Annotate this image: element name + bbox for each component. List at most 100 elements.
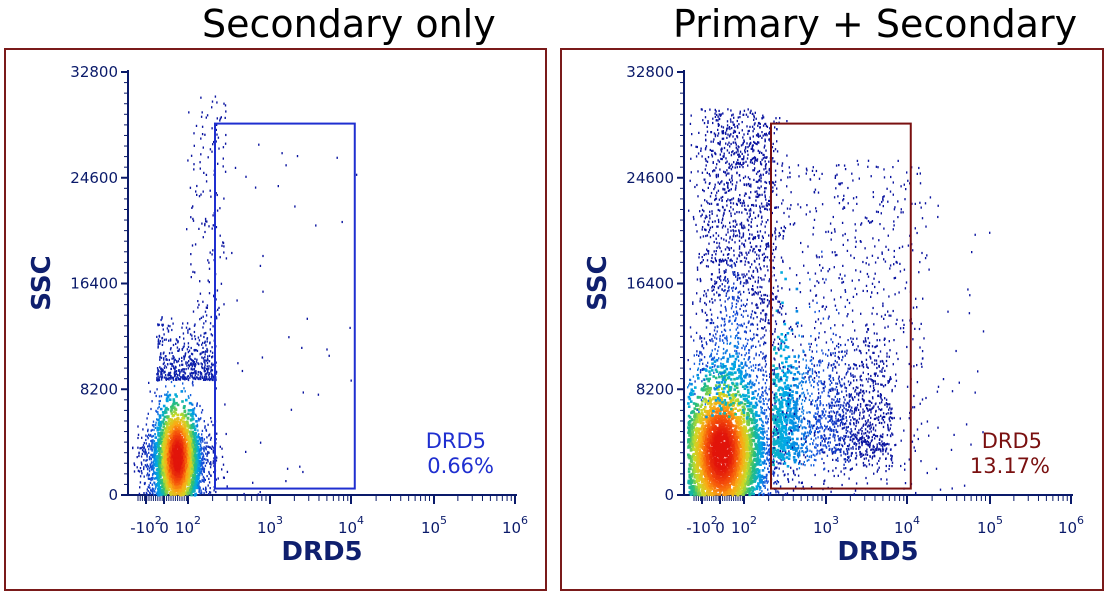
event-dot <box>194 362 197 366</box>
event-dot <box>187 472 190 475</box>
event-dot <box>153 489 155 492</box>
event-dot <box>137 425 139 428</box>
event-dot <box>163 482 167 485</box>
event-dot <box>172 485 175 489</box>
event-dot <box>210 372 213 375</box>
event-dot <box>217 136 220 139</box>
event-dot <box>169 467 173 470</box>
event-dot <box>152 469 155 472</box>
event-dot <box>202 457 204 460</box>
event-dot <box>759 476 762 479</box>
plot-frame-secondary-only: 0 8200 16400 24600 32800 -102 0 102 103 104 105 106… <box>4 48 547 591</box>
event-dot <box>717 463 720 466</box>
y-tick-label: 24600 <box>626 169 674 187</box>
event-dot <box>202 475 205 478</box>
event-dot <box>156 367 159 370</box>
event-dot <box>216 289 219 292</box>
event-dot <box>206 114 209 117</box>
event-dot <box>163 361 165 364</box>
event-dot <box>192 270 194 273</box>
event-dot <box>188 454 192 457</box>
event-dot <box>201 409 204 412</box>
event-dot <box>759 488 761 491</box>
event-dot <box>209 350 212 353</box>
event-dot <box>139 481 142 484</box>
event-dot <box>200 417 202 420</box>
event-dot <box>165 445 169 448</box>
event-dot <box>189 419 193 422</box>
event-dot <box>171 435 175 438</box>
event-dot <box>159 493 163 496</box>
event-dot <box>157 373 159 376</box>
event-dot <box>208 491 211 494</box>
event-dot <box>186 376 188 379</box>
event-dot <box>173 451 176 455</box>
event-dot <box>178 459 181 463</box>
event-dot <box>695 470 699 473</box>
event-dot <box>201 478 203 481</box>
event-dot <box>205 350 207 353</box>
event-dot <box>190 154 193 157</box>
event-dot <box>144 448 147 451</box>
event-dot <box>172 450 175 453</box>
event-dot <box>159 450 163 453</box>
event-dot <box>184 479 188 483</box>
event-dot <box>212 449 214 452</box>
event-dot <box>754 401 758 405</box>
event-dot <box>707 420 711 424</box>
event-dot <box>699 352 701 355</box>
event-dot <box>153 466 155 470</box>
event-dot <box>190 363 192 366</box>
event-dot <box>182 464 185 468</box>
event-dot <box>198 482 200 485</box>
event-dot <box>196 358 198 361</box>
event-dot <box>286 467 289 470</box>
y-tick-label: 32800 <box>70 63 118 81</box>
event-dot <box>177 462 180 465</box>
event-dot <box>185 437 189 441</box>
event-dot <box>713 360 717 363</box>
event-dot <box>156 456 159 459</box>
event-dot <box>149 467 151 470</box>
event-dot <box>133 470 136 473</box>
event-dot <box>183 368 185 371</box>
event-dot <box>190 493 193 497</box>
event-dot <box>207 355 209 358</box>
event-dot <box>148 458 151 461</box>
event-dot <box>737 435 741 439</box>
event-dot <box>186 420 189 423</box>
event-dot <box>759 463 762 466</box>
event-dot <box>209 487 211 490</box>
event-dot <box>170 406 174 410</box>
event-dot <box>178 453 181 456</box>
event-dot <box>195 372 197 375</box>
event-dot <box>185 472 189 476</box>
event-dot <box>183 446 187 450</box>
event-dot <box>195 370 197 373</box>
event-dot <box>749 455 753 459</box>
event-dot <box>721 377 725 380</box>
event-dot <box>208 365 210 368</box>
event-dot <box>281 152 283 155</box>
event-dot <box>201 133 204 136</box>
event-dot <box>199 464 201 467</box>
event-dot <box>747 401 751 404</box>
event-dot <box>194 446 197 450</box>
event-dot <box>167 434 171 437</box>
event-dot <box>151 439 153 442</box>
event-dot <box>163 338 166 341</box>
event-dot <box>157 407 159 410</box>
event-dot <box>191 439 194 443</box>
event-dot <box>173 406 176 409</box>
event-dot <box>184 430 187 434</box>
event-dot <box>156 471 160 475</box>
event-dot <box>203 359 205 362</box>
event-dot <box>200 440 202 443</box>
event-dot <box>152 439 154 442</box>
event-dot <box>729 420 732 423</box>
event-dot <box>188 466 192 470</box>
event-dot <box>153 455 155 458</box>
event-dot <box>765 479 768 482</box>
event-dot <box>704 485 708 489</box>
event-dot <box>206 304 209 307</box>
